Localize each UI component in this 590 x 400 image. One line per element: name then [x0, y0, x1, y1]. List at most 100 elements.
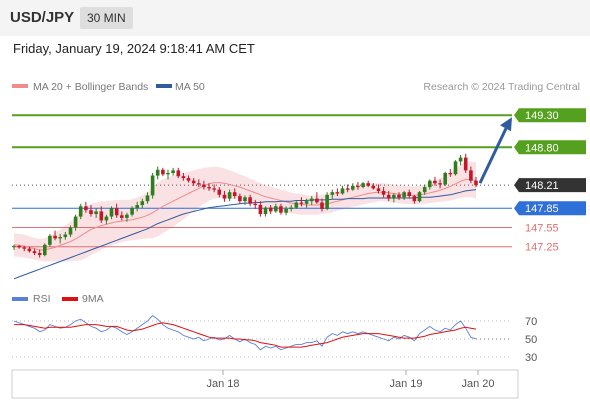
candle-body: [448, 173, 453, 175]
level-label-pivot: 147.85: [525, 203, 559, 215]
candle-body: [89, 210, 93, 214]
candle-body: [274, 206, 278, 212]
candle-body: [12, 246, 16, 248]
candle-body: [407, 192, 412, 196]
candle-body: [120, 215, 124, 218]
level-tag-target: [514, 108, 586, 123]
timeframe-button[interactable]: 30 MIN: [80, 7, 133, 29]
candle-body: [58, 237, 62, 239]
candle-body: [161, 169, 165, 175]
candle-body: [443, 173, 447, 185]
candle-body: [402, 192, 406, 198]
rsi-tick-label: 70: [525, 316, 537, 328]
candle-body: [361, 183, 365, 187]
candle-body: [238, 196, 242, 202]
candle-body: [104, 216, 109, 221]
rsi-line: [13, 315, 477, 351]
candle-body: [248, 197, 252, 204]
candle-body: [135, 205, 139, 209]
rsi-panel: 70 50 30: [12, 315, 537, 364]
candle-body: [32, 251, 37, 254]
candle-body: [330, 192, 335, 195]
candle-body: [279, 206, 283, 213]
candle-body: [376, 188, 381, 191]
candle-body: [191, 180, 196, 184]
candle-body: [63, 234, 68, 238]
candle-body: [417, 192, 422, 202]
candle-body: [27, 248, 32, 252]
ma9-legend-swatch: [62, 297, 78, 301]
candle-body: [284, 208, 288, 213]
candle-body: [428, 180, 432, 188]
candle-body: [315, 198, 319, 203]
candle-body: [263, 207, 268, 214]
candle-body: [212, 188, 216, 190]
candle-body: [433, 180, 437, 184]
x-axis-frame: [11, 369, 519, 399]
candle-body: [299, 202, 304, 204]
x-tick-label: Jan 20: [461, 378, 494, 390]
candle-body: [222, 194, 227, 199]
rsi-tick-label: 50: [525, 334, 537, 346]
candle-body: [145, 195, 150, 202]
x-tick-label: Jan 19: [389, 378, 422, 390]
level-label-support: 147.55: [525, 222, 559, 234]
candle-body: [268, 207, 273, 212]
candle-body: [232, 192, 237, 196]
rsi-legend-swatch: [12, 297, 28, 301]
ma20-legend-label: MA 20 + Bollinger Bands: [33, 81, 148, 93]
credit-label: Research © 2024 Trading Central: [423, 81, 580, 93]
candle-body: [94, 211, 98, 214]
x-tick-label: Jan 18: [206, 378, 239, 390]
candle-body: [140, 201, 145, 205]
candle-body: [397, 194, 401, 198]
candle-body: [53, 235, 57, 239]
candle-body: [37, 253, 42, 255]
level-tag-last: [514, 178, 586, 193]
candle-body: [386, 194, 391, 199]
candle-body: [22, 247, 27, 249]
candle-body: [309, 198, 314, 202]
level-label-support: 147.25: [525, 242, 559, 254]
level-label-target: 149.30: [525, 110, 559, 122]
candle-body: [458, 157, 463, 162]
candle-body: [84, 206, 88, 211]
candle-body: [166, 173, 170, 175]
candle-body: [340, 188, 345, 194]
candle-body: [197, 183, 201, 185]
ma20-legend-swatch: [12, 84, 28, 88]
candle-body: [181, 176, 186, 179]
forecast-arrow-shaft: [478, 123, 510, 184]
candle-body: [253, 203, 258, 206]
candle-body: [114, 208, 119, 216]
candle-body: [186, 178, 191, 181]
rsi-legend: RSI 9MA: [12, 293, 104, 305]
candle-body: [366, 183, 370, 186]
forecast-arrow-head: [500, 117, 512, 132]
datetime-label: Friday, January 19, 2024 9:18:41 AM CET: [13, 41, 255, 56]
candle-body: [217, 189, 222, 195]
symbol-label: USD/JPY: [10, 9, 75, 26]
candle-body: [130, 208, 134, 215]
candle-body: [48, 235, 52, 245]
candle-body: [351, 185, 355, 190]
candle-body: [207, 187, 211, 189]
candle-body: [150, 175, 155, 196]
x-axis: Jan 18 Jan 19 Jan 20: [11, 369, 519, 399]
candle-body: [294, 202, 299, 208]
candle-body: [289, 207, 293, 209]
ma50-legend-swatch: [156, 84, 172, 88]
candle-body: [243, 197, 247, 202]
candle-body: [453, 161, 458, 175]
candle-body: [171, 170, 175, 173]
rsi-legend-label: RSI: [33, 293, 51, 305]
candle-body: [68, 227, 73, 235]
candle-body: [438, 183, 442, 185]
candle-body: [381, 190, 386, 195]
level-label-last: 148.21: [525, 180, 559, 192]
candle-body: [412, 196, 417, 202]
candle-body: [78, 206, 83, 217]
header-bar: USD/JPY 30 MIN: [0, 0, 590, 36]
candle-body: [371, 185, 376, 189]
